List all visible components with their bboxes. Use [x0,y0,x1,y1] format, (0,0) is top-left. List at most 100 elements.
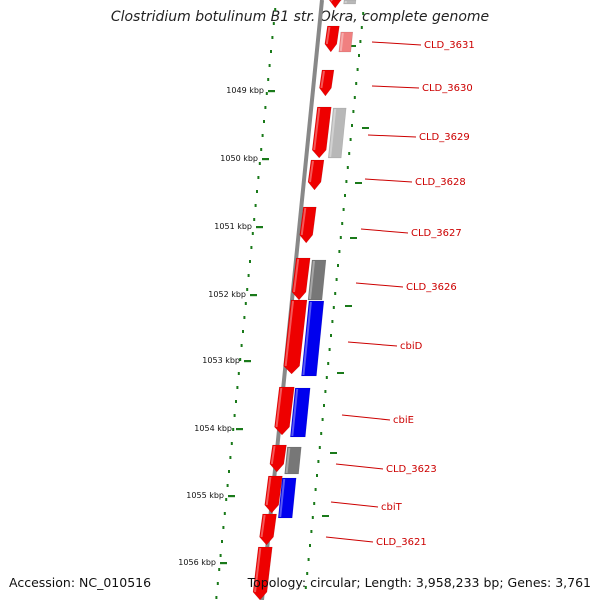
gene-arrow[interactable] [291,257,311,301]
gene-arrow[interactable] [307,159,325,191]
gene-arrow[interactable] [327,107,347,159]
gene-leader-line [360,228,409,234]
gene-label[interactable]: cbiT [381,502,403,513]
scale-dot [218,568,221,571]
gene-label[interactable]: cbiE [393,415,414,426]
scale-dot [317,460,320,463]
gene-label[interactable]: CLD_3627 [411,228,462,239]
gene-highlight [270,445,276,465]
scale-dot [327,362,330,365]
kbp-tick-label: 1054 kbp [194,424,232,433]
scale-dot [265,92,268,95]
scale-dot [356,68,359,71]
gene-highlight [309,260,315,300]
gene-arrow[interactable] [319,69,335,97]
gene-arrow[interactable] [264,475,283,514]
scale-dot [338,250,341,253]
scale-dot [346,166,349,169]
gene-label[interactable]: CLD_3630 [422,83,473,94]
kbp-tick-label: 1053 kbp [202,356,240,365]
scale-dot [345,180,348,183]
gene-arrow[interactable] [324,25,340,53]
scale-dot [324,390,327,393]
gene-leader-line [347,341,398,347]
scale-dash [330,452,337,454]
gene-label[interactable]: CLD_3623 [386,464,437,475]
scale-dot [330,334,332,337]
gene-label[interactable]: CLD_3621 [376,537,427,548]
scale-dot [359,40,362,43]
kbp-tick-label: 1051 kbp [214,222,252,231]
kbp-tick-label: 1052 kbp [208,290,246,299]
scale-dash [322,515,329,517]
scale-dot [253,218,256,221]
gene-arrow[interactable] [284,446,302,475]
scale-dot [314,488,317,491]
scale-dot [353,96,356,99]
scale-dot [249,260,251,263]
kbp-tick-mark [244,360,251,363]
kbp-tick-mark [228,495,235,498]
gene-label[interactable]: cbiD [400,341,423,352]
gene-arrow[interactable] [299,206,317,244]
gene-arrow[interactable] [307,259,327,301]
gene-arrow[interactable] [311,106,332,159]
gene-arrow[interactable] [269,444,287,473]
gene-arrow[interactable] [252,546,273,600]
gene-arrow[interactable] [301,300,325,377]
gene-label[interactable]: CLD_3631 [424,40,475,51]
scale-dot [349,138,352,141]
gene-highlight [254,547,262,593]
scale-dot [264,106,267,109]
scale-dot [321,418,324,421]
gene-label[interactable]: CLD_3629 [419,132,470,143]
scale-dot [254,204,257,207]
scale-dot [268,64,271,67]
gene-highlight [339,32,344,52]
scale-dot [236,386,239,389]
scale-dot [348,152,351,155]
scale-dot [226,484,229,487]
gene-highlight [279,478,286,518]
scale-dot [335,278,338,281]
scale-dot [240,344,243,347]
scale-dot [250,246,253,249]
gene-leader-line [325,536,374,543]
gene-leader-line [330,501,379,508]
scale-dot [313,502,316,505]
scale-dash [349,45,356,47]
scale-dot [271,36,274,39]
gene-arrow[interactable] [277,477,297,519]
scale-dot [235,400,237,403]
gene-label[interactable]: CLD_3626 [406,282,457,293]
gene-arrow[interactable] [283,299,308,375]
gene-arrow[interactable] [259,513,277,546]
scale-dash [362,127,369,129]
scale-dot [304,586,307,589]
scale-dot [362,12,365,15]
gene-leader-line [335,463,384,470]
scale-dot [247,274,250,277]
topology-text: Topology: circular; Length: 3,958,233 bp… [247,575,591,590]
gene-arrow[interactable] [343,0,357,5]
gene-label[interactable]: CLD_3628 [415,177,466,188]
scale-dot [216,582,219,585]
scale-dot [263,120,265,123]
scale-dot [229,456,232,459]
gene-arrow[interactable] [328,0,342,9]
scale-dot [260,148,263,151]
scale-dot [223,512,226,515]
scale-dash [337,372,344,374]
scale-dot [360,26,363,29]
scale-dot [237,372,240,375]
scale-dot [332,306,335,309]
gene-highlight [293,258,300,293]
scale-dot [270,50,272,53]
gene-arrow[interactable] [274,386,295,436]
kbp-tick-mark [250,294,257,297]
gene-arrow[interactable] [338,31,354,53]
gene-highlight [330,0,333,2]
scale-dot [325,376,328,379]
kbp-tick-mark [256,226,263,229]
gene-arrow[interactable] [290,387,311,438]
